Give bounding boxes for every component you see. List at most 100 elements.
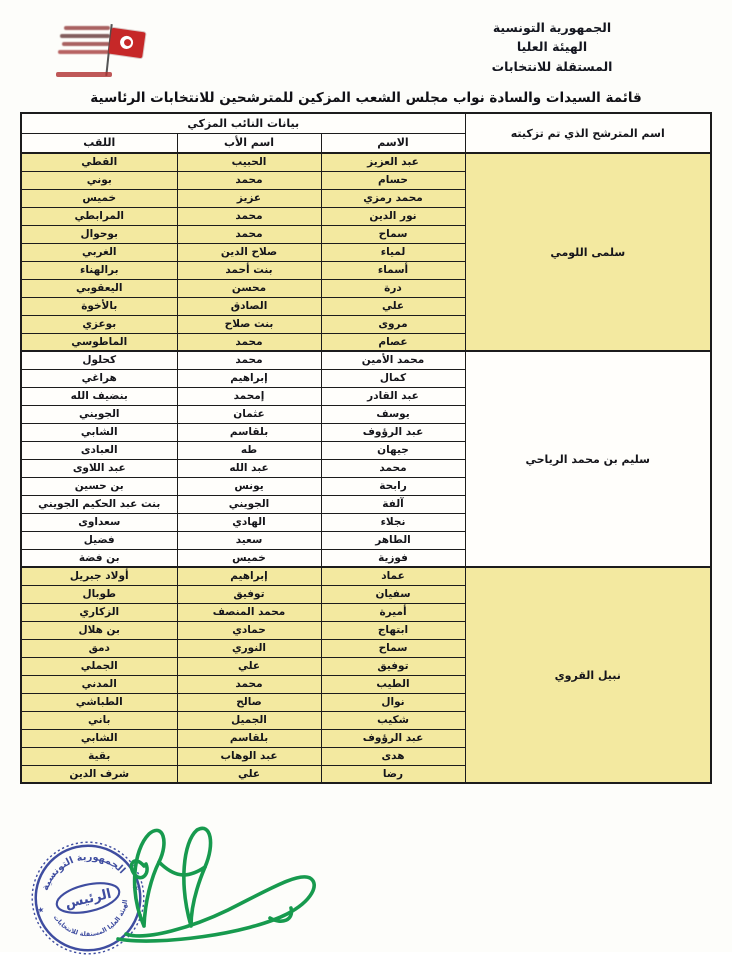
letterhead: الجمهورية التونسية الهيئة العليا المستقل… [452,18,652,76]
deputy-father-name-cell: عثمان [176,404,322,424]
deputy-first-name-cell: شكيب [320,710,466,730]
table-row: مروى بنت صلاح بوعزي [20,314,711,334]
table-row: كمال إبراهيم هراغي [20,368,711,388]
deputy-first-name-cell: رابحة [320,476,466,496]
deputy-father-name-cell: محمد [176,224,322,244]
father-name-column-header: اسم الأب [176,132,322,154]
table-row: آلفة الجويني بنت عبد الحكيم الجويني [20,494,711,514]
table-row: نوال صالح الطباشي [20,692,711,712]
deputy-first-name-cell: الطيب [320,674,466,694]
deputy-father-name-cell: صلاح الدين [176,242,322,262]
deputy-surname-cell: بنت عبد الحكيم الجويني [20,494,178,514]
deputy-surname-cell: الشابي [20,422,178,442]
table-row: عبد الرؤوف بلقاسم الشابي [20,422,711,442]
document-title: قائمة السيدات والسادة نواب مجلس الشعب ال… [90,90,642,106]
deputy-surname-cell: المدني [20,674,178,694]
deputy-first-name-cell: محمد رمزي [320,188,466,208]
table-row: أميرة محمد المنصف الزكاري [20,602,711,622]
table-row: درة محسن اليعقوبي [20,278,711,298]
deputy-first-name-cell: هدى [320,746,466,766]
deputy-father-name-cell: محمد [176,170,322,190]
deputy-first-name-cell: نوال [320,692,466,712]
deputy-father-name-cell: عبد الله [176,458,322,478]
table-row: ابتهاج حمادي بن هلال [20,620,711,640]
org-line-independent: المستقلة للانتخابات [491,58,613,74]
table-row: نجلاء الهادي سعداوى [20,512,711,532]
deputy-father-name-cell: توفيق [176,584,322,604]
table-row: شكيب الجميل باني [20,710,711,730]
org-line-republic: الجمهورية التونسية [492,20,612,35]
table-row: سماح محمد بوحوال [20,224,711,244]
signature-icon [116,826,316,943]
deputy-father-name-cell: حمادي [176,620,322,640]
deputy-first-name-cell: الطاهر [320,530,466,550]
deputy-surname-cell: الجملي [20,656,178,676]
deputy-first-name-cell: مروى [320,314,466,334]
deputy-father-name-cell: محمد [176,674,322,694]
table-row: سلمى اللومي عبد العزيز الحبيب القطي [20,152,712,352]
deputy-father-name-cell: إمحمد [176,386,322,406]
deputy-father-name-cell: خميس [176,548,322,568]
deputy-first-name-cell: محمد [320,458,466,478]
deputy-father-name-cell: الهادي [176,512,322,532]
deputy-first-name-cell: يوسف [320,404,466,424]
deputy-father-name-cell: محسن [176,278,322,298]
deputy-first-name-cell: فوزية [320,548,466,568]
deputy-surname-cell: طوبال [20,584,178,604]
deputy-father-name-cell: الصادق [176,296,322,316]
deputy-surname-cell: كحلول [20,350,178,370]
deputy-first-name-cell: لمياء [320,242,466,262]
deputy-surname-cell: هراغي [20,368,178,388]
deputy-father-name-cell: محمد [176,332,322,352]
surname-column-header: اللقب [20,132,178,154]
deputy-surname-cell: خميس [20,188,178,208]
isie-logo [52,14,152,86]
deputy-surname-cell: باني [20,710,178,730]
deputy-first-name-cell: ابتهاج [320,620,466,640]
deputy-father-name-cell: سعيد [176,530,322,550]
deputy-first-name-cell: أسماء [320,260,466,280]
deputy-surname-cell: الماطوسي [20,332,178,352]
deputy-surname-cell: بوعزي [20,314,178,334]
table-row: حسام محمد بوني [20,170,711,190]
deputy-surname-cell: بن هلال [20,620,178,640]
table-row: عبد القادر إمحمد بنضيف الله [20,386,711,406]
table-row: نور الدين محمد المرابطي [20,206,711,226]
tunisia-flag-icon [108,27,146,59]
table-row: عبد الرؤوف بلقاسم الشابي [20,728,711,748]
table-row: رابحة يونس بن حسين [20,476,711,496]
deputy-surname-cell: سعداوى [20,512,178,532]
deputy-first-name-cell: نجلاء [320,512,466,532]
deputy-father-name-cell: إبراهيم [176,566,322,586]
deputy-father-name-cell: عبد الوهاب [176,746,322,766]
deputy-father-name-cell: بنت أحمد [176,260,322,280]
deputy-first-name-cell: سماح [320,638,466,658]
deputy-surname-cell: الطباشي [20,692,178,712]
president-signature [98,822,333,950]
stamp-star-left-icon: ★ [36,905,45,915]
table-row: لمياء صلاح الدين الغربي [20,242,711,262]
deputy-first-name-cell: آلفة [320,494,466,514]
table-row: توفيق علي الجملي [20,656,711,676]
deputy-father-name-cell: يونس [176,476,322,496]
deputy-father-name-cell: محمد [176,350,322,370]
deputy-surname-cell: العبادى [20,440,178,460]
deputy-first-name-cell: نور الدين [320,206,466,226]
deputy-father-name-cell: عزيز [176,188,322,208]
table-row: سليم بن محمد الرياحي محمد الأمين محمد كحلول [20,350,712,568]
deputy-first-name-cell: رضا [320,764,466,784]
endorsements-table: اسم المترشح الذي تم تزكيته بيانات النائب… [19,112,712,784]
table-row: رضا علي شرف الدين [20,764,711,784]
deputy-surname-cell: بوني [20,170,178,190]
deputy-surname-cell: بن حسين [20,476,178,496]
deputy-surname-cell: بالأخوة [20,296,178,316]
deputy-first-name-cell: عبد القادر [320,386,466,406]
logo-text-lines [58,22,110,58]
deputy-surname-cell: الزكاري [20,602,178,622]
deputy-data-group-header: بيانات النائب المزكي [20,112,466,134]
deputy-first-name-cell: سماح [320,224,466,244]
deputy-first-name-cell: علي [320,296,466,316]
scanned-document-page: { "page": { "title": "قائمة السيدات والس… [0,0,732,952]
deputy-first-name-cell: محمد الأمين [320,350,466,370]
deputy-surname-cell: فضيل [20,530,178,550]
